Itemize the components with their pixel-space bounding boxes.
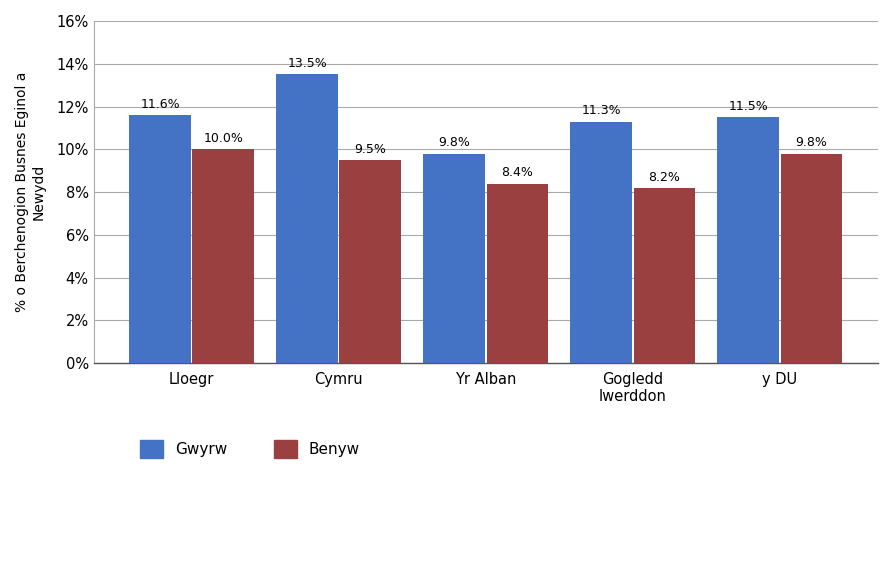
Y-axis label: % o Berchenogion Busnes Eginol a
Newydd: % o Berchenogion Busnes Eginol a Newydd: [15, 72, 46, 312]
Text: 11.5%: 11.5%: [729, 100, 768, 113]
Text: 11.6%: 11.6%: [140, 98, 179, 111]
Bar: [571, 122, 632, 363]
Text: 8.4%: 8.4%: [502, 166, 533, 179]
Bar: [276, 74, 338, 363]
Text: 11.3%: 11.3%: [581, 104, 621, 117]
Bar: [780, 154, 842, 363]
Text: 13.5%: 13.5%: [288, 57, 327, 70]
Bar: [339, 160, 401, 363]
Text: 9.8%: 9.8%: [796, 136, 828, 150]
Text: 9.5%: 9.5%: [355, 143, 387, 156]
Bar: [192, 150, 255, 363]
Text: 9.8%: 9.8%: [438, 136, 470, 150]
Text: 10.0%: 10.0%: [204, 132, 243, 145]
Bar: [717, 117, 779, 363]
Legend: Gwyrw, Benyw: Gwyrw, Benyw: [140, 440, 360, 459]
Bar: [487, 183, 548, 363]
Bar: [129, 115, 191, 363]
Text: 8.2%: 8.2%: [648, 171, 680, 183]
Bar: [633, 188, 696, 363]
Bar: [423, 154, 485, 363]
